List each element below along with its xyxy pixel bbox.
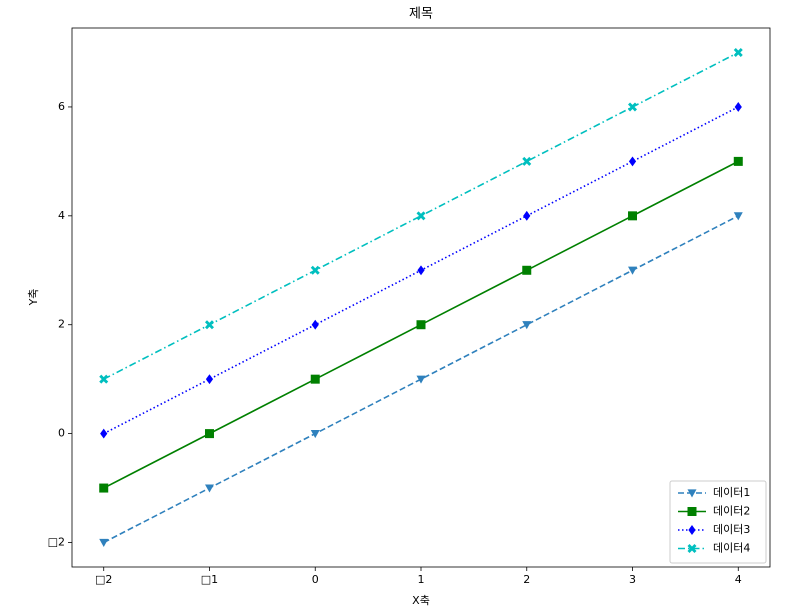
marker <box>687 489 697 498</box>
marker <box>628 266 638 275</box>
marker <box>416 211 426 221</box>
marker <box>204 429 214 439</box>
marker <box>310 265 320 275</box>
x-tick-label: □2 <box>95 573 112 586</box>
marker <box>204 484 214 493</box>
marker <box>523 210 531 221</box>
marker <box>522 156 532 166</box>
marker <box>733 212 743 221</box>
plot-frame <box>71 27 771 568</box>
y-tick-label: 2 <box>58 318 65 331</box>
marker <box>687 544 697 553</box>
legend-box <box>669 480 767 564</box>
marker <box>628 102 638 112</box>
x-tick-label: 1 <box>418 573 425 586</box>
marker <box>416 320 426 330</box>
marker <box>310 430 320 439</box>
marker <box>100 428 108 439</box>
x-tick-label: 2 <box>523 573 530 586</box>
marker <box>205 374 214 385</box>
x-tick-label: 0 <box>312 573 319 586</box>
marker <box>310 374 320 384</box>
marker <box>628 156 637 167</box>
x-tick-label: 3 <box>629 573 636 586</box>
marker <box>417 265 425 276</box>
marker <box>311 319 319 330</box>
y-tick-label: 6 <box>58 100 65 113</box>
marker <box>733 48 743 57</box>
legend-label: 데이터3 <box>713 523 750 536</box>
marker <box>522 321 532 330</box>
marker <box>687 507 697 516</box>
marker <box>99 374 109 384</box>
marker <box>99 483 109 493</box>
legend-label: 데이터2 <box>713 505 750 518</box>
x-axis-label: X축 <box>412 594 430 607</box>
marker <box>688 525 696 535</box>
legend-label: 데이터4 <box>713 542 750 555</box>
marker <box>99 538 109 547</box>
y-tick-label: 4 <box>58 209 65 222</box>
legend-label: 데이터1 <box>713 486 750 499</box>
x-tick-label: □1 <box>201 573 218 586</box>
y-tick-label: □2 <box>48 536 65 549</box>
y-axis-label: Y축 <box>27 289 40 307</box>
marker <box>628 211 638 221</box>
marker <box>734 101 742 112</box>
marker <box>416 375 426 384</box>
x-tick-label: 4 <box>735 573 742 586</box>
chart-title: 제목 <box>409 7 433 22</box>
marker <box>733 156 743 166</box>
legend: 데이터1 데이터2 데이터3 데이터4 <box>669 480 767 564</box>
y-tick-label: 0 <box>58 427 65 440</box>
marker <box>522 265 532 275</box>
marker <box>204 320 214 330</box>
